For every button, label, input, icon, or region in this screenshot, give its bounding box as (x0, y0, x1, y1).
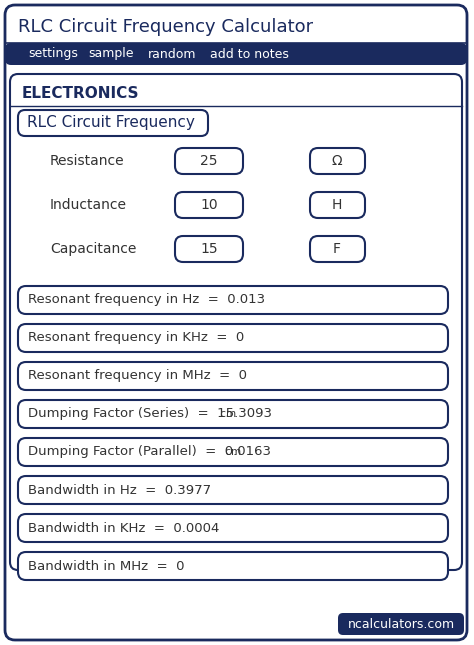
Text: 25: 25 (200, 154, 218, 168)
Text: RLC Circuit Frequency Calculator: RLC Circuit Frequency Calculator (18, 18, 313, 36)
Text: Dumping Factor (Series)  =  15.3093: Dumping Factor (Series) = 15.3093 (28, 408, 272, 421)
Text: Inductance: Inductance (50, 198, 127, 212)
FancyBboxPatch shape (310, 236, 365, 262)
FancyBboxPatch shape (18, 400, 448, 428)
FancyBboxPatch shape (310, 192, 365, 218)
FancyBboxPatch shape (5, 43, 467, 65)
FancyBboxPatch shape (175, 236, 243, 262)
FancyBboxPatch shape (18, 438, 448, 466)
Text: add to notes: add to notes (210, 48, 289, 61)
Text: Resonant frequency in Hz  =  0.013: Resonant frequency in Hz = 0.013 (28, 293, 265, 306)
FancyBboxPatch shape (175, 148, 243, 174)
Text: random: random (148, 48, 197, 61)
FancyBboxPatch shape (18, 110, 208, 136)
Text: Bandwidth in MHz  =  0: Bandwidth in MHz = 0 (28, 559, 184, 573)
Text: Bandwidth in Hz  =  0.3977: Bandwidth in Hz = 0.3977 (28, 484, 211, 497)
Text: RLC Circuit Frequency: RLC Circuit Frequency (27, 115, 195, 130)
Text: F: F (333, 242, 341, 256)
FancyBboxPatch shape (175, 192, 243, 218)
Text: cm: cm (217, 409, 236, 419)
Text: Ω: Ω (332, 154, 342, 168)
FancyBboxPatch shape (18, 476, 448, 504)
FancyBboxPatch shape (18, 552, 448, 580)
Text: Capacitance: Capacitance (50, 242, 137, 256)
Text: settings: settings (28, 48, 78, 61)
FancyBboxPatch shape (10, 74, 462, 570)
Text: cm: cm (222, 447, 242, 457)
Text: 10: 10 (200, 198, 218, 212)
Text: Resonant frequency in KHz  =  0: Resonant frequency in KHz = 0 (28, 332, 244, 344)
Text: Resistance: Resistance (50, 154, 125, 168)
FancyBboxPatch shape (18, 514, 448, 542)
Text: sample: sample (88, 48, 134, 61)
FancyBboxPatch shape (18, 324, 448, 352)
Text: H: H (332, 198, 342, 212)
FancyBboxPatch shape (18, 362, 448, 390)
Text: ELECTRONICS: ELECTRONICS (22, 86, 139, 101)
FancyBboxPatch shape (338, 613, 464, 635)
FancyBboxPatch shape (310, 148, 365, 174)
FancyBboxPatch shape (18, 286, 448, 314)
Text: ncalculators.com: ncalculators.com (347, 617, 455, 631)
Text: 15: 15 (200, 242, 218, 256)
Text: Dumping Factor (Parallel)  =  0.0163: Dumping Factor (Parallel) = 0.0163 (28, 446, 271, 459)
Text: Bandwidth in KHz  =  0.0004: Bandwidth in KHz = 0.0004 (28, 522, 219, 535)
FancyBboxPatch shape (5, 5, 467, 640)
Text: Resonant frequency in MHz  =  0: Resonant frequency in MHz = 0 (28, 370, 247, 382)
